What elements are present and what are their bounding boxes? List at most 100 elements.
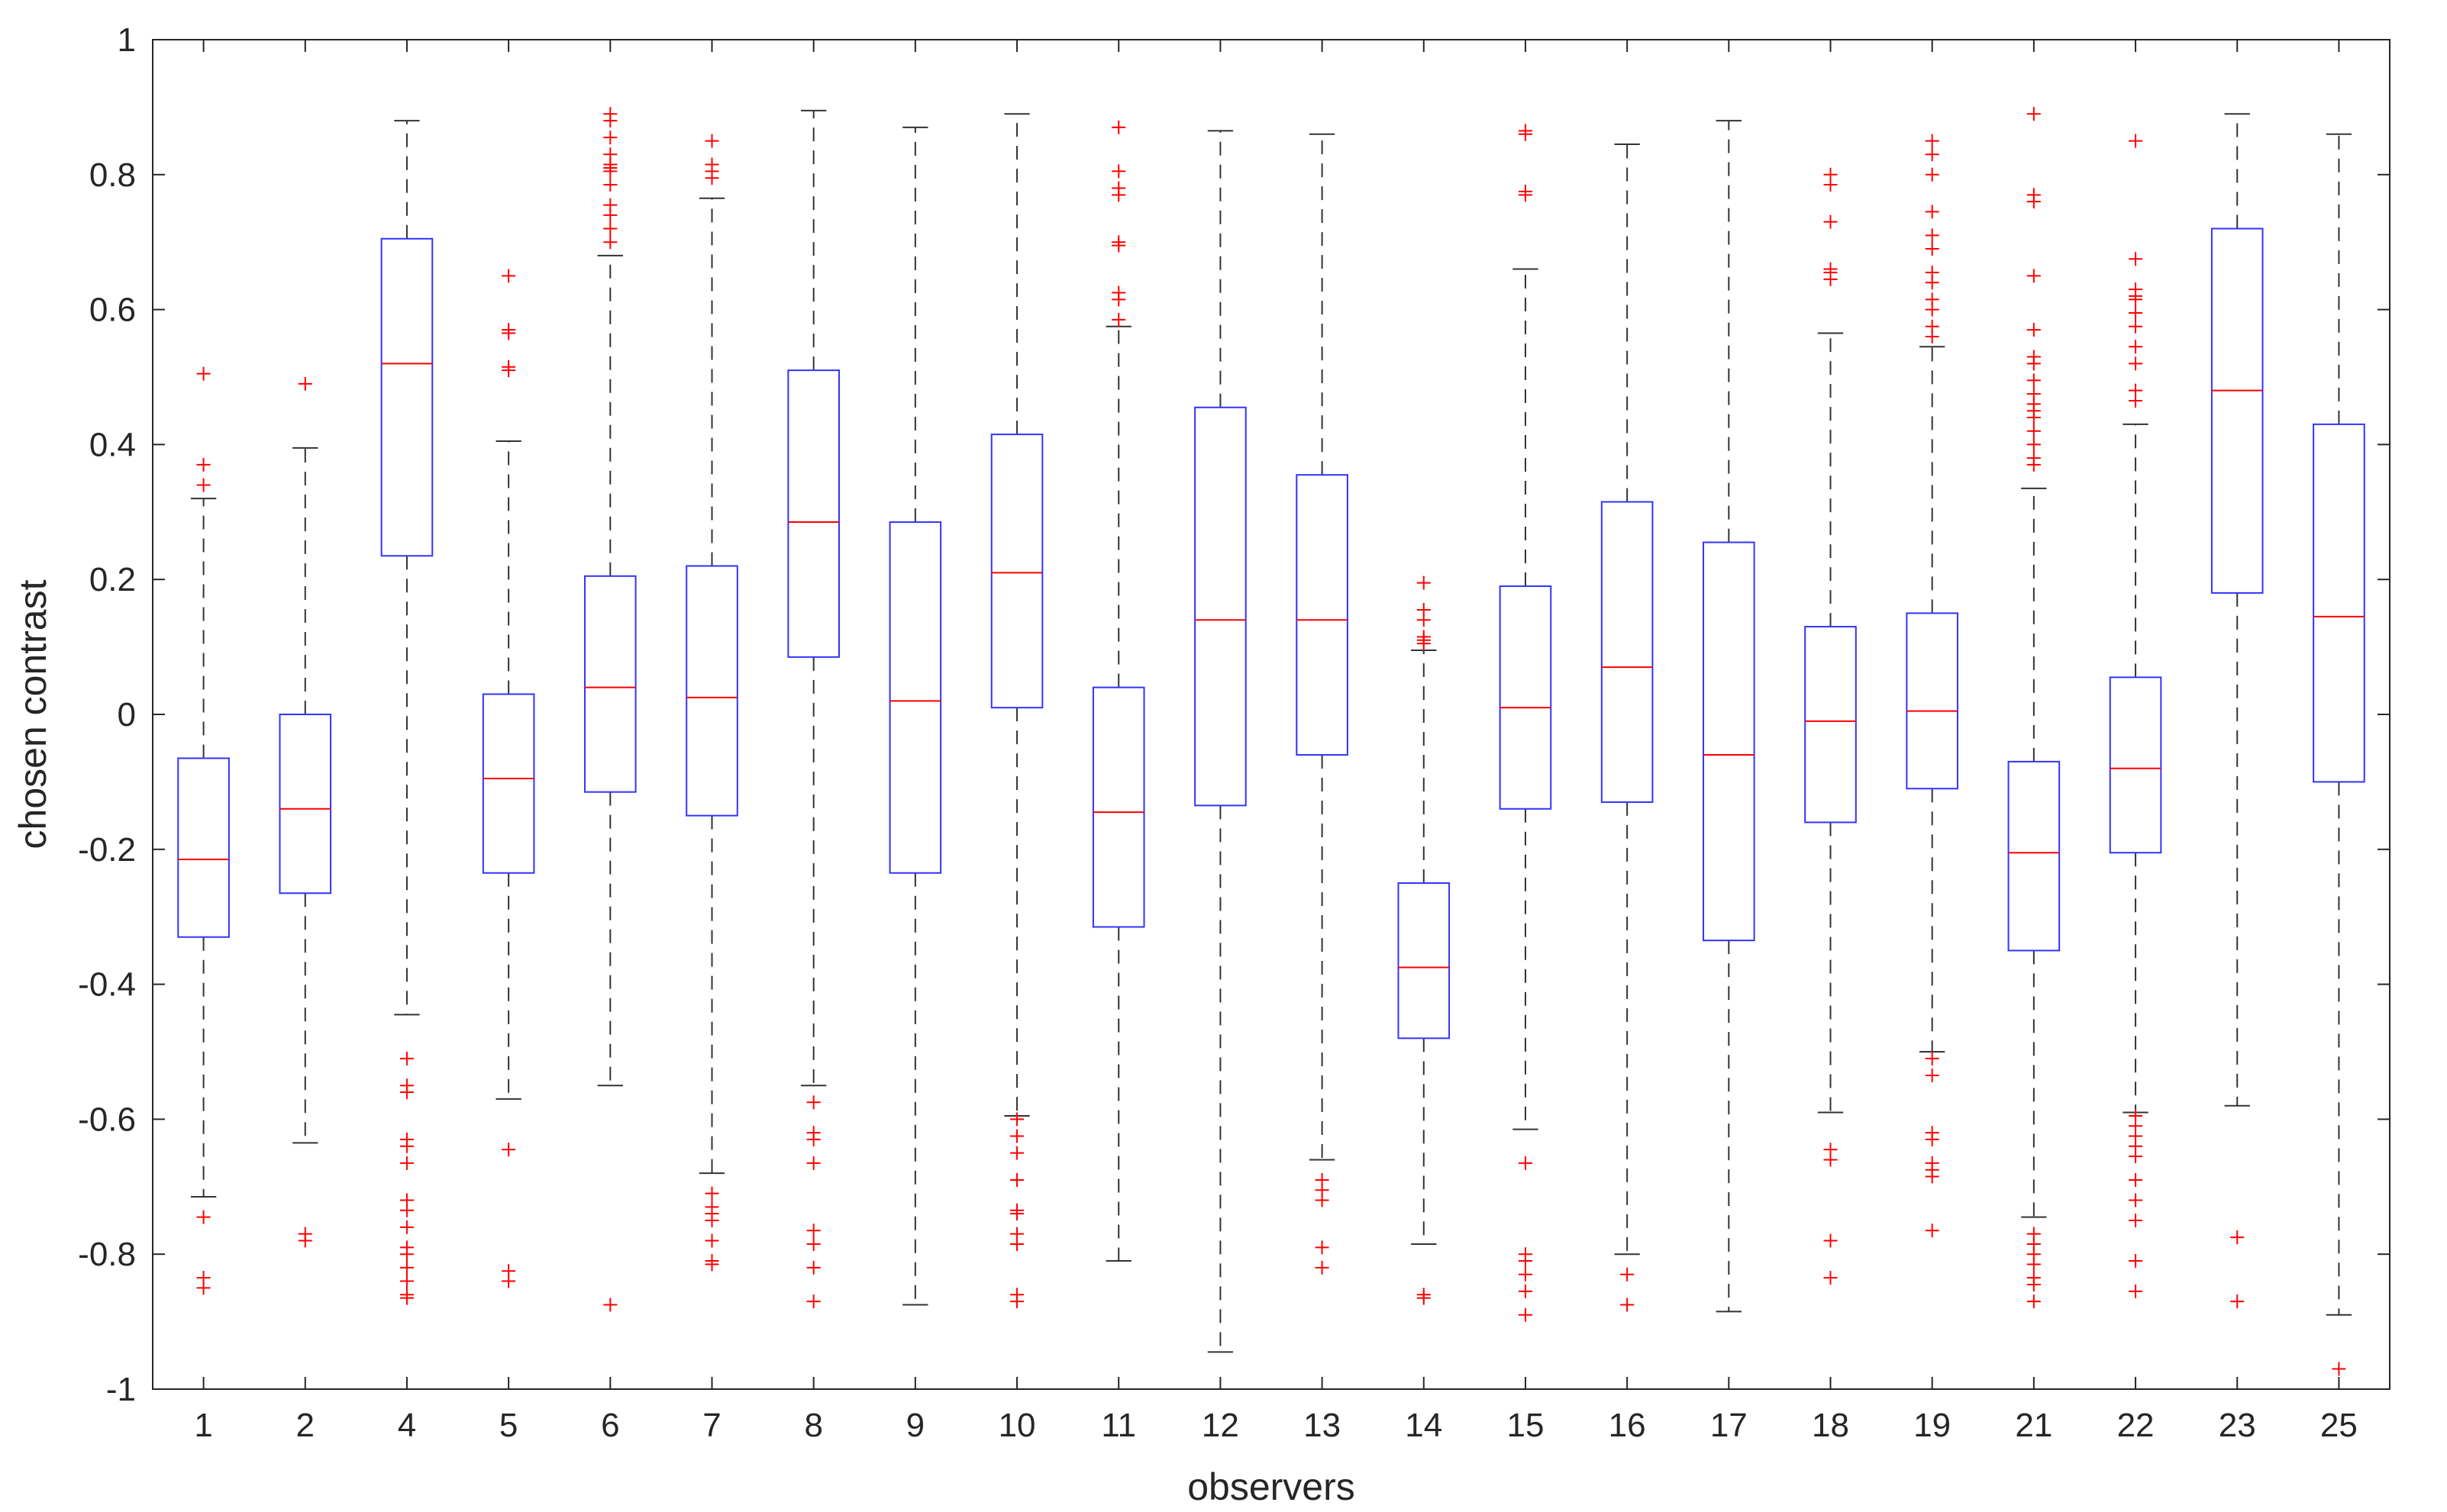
y-tick-label: -1	[106, 1371, 136, 1408]
outlier-marker	[1112, 238, 1126, 253]
outlier-marker	[1010, 1207, 1025, 1221]
outlier-marker	[298, 376, 312, 391]
box-group-observer-23	[2210, 113, 2264, 1309]
outlier-marker	[1925, 302, 1939, 317]
outlier-marker	[705, 1257, 719, 1272]
outlier-marker	[399, 1274, 414, 1288]
outlier-marker	[2026, 1277, 2041, 1291]
x-tick-label: 1	[194, 1407, 212, 1444]
box-iqr	[1600, 501, 1654, 803]
box-iqr	[177, 757, 230, 938]
box-iqr	[1296, 474, 1348, 756]
outlier-marker	[1620, 1298, 1635, 1312]
outlier-marker	[705, 1186, 719, 1201]
box-group-observer-6	[584, 107, 637, 1312]
outlier-marker	[399, 1291, 414, 1305]
outlier-marker	[806, 1236, 821, 1251]
outlier-marker	[1925, 167, 1939, 182]
outlier-marker	[1315, 1260, 1329, 1275]
outlier-marker	[196, 366, 211, 381]
outlier-marker	[2129, 292, 2143, 307]
outlier-marker	[1925, 205, 1939, 219]
y-tick-label: -0.2	[78, 831, 136, 869]
outlier-marker	[1416, 637, 1431, 651]
outlier-marker	[2129, 356, 2143, 371]
outlier-marker	[298, 1233, 312, 1248]
box-iqr	[1194, 406, 1247, 807]
y-tick-label: -0.8	[78, 1236, 136, 1273]
x-tick-label: 6	[601, 1407, 619, 1444]
outlier-marker	[603, 178, 618, 192]
box-iqr	[2313, 423, 2365, 783]
outlier-marker	[399, 1247, 414, 1262]
outlier-marker	[399, 1139, 414, 1153]
outlier-marker	[1620, 1267, 1635, 1281]
outlier-marker	[1925, 329, 1939, 343]
outlier-marker	[1112, 164, 1126, 179]
outlier-marker	[806, 1223, 821, 1238]
outlier-marker	[1925, 147, 1939, 162]
outlier-marker	[705, 171, 719, 185]
box-group-observer-16	[1600, 143, 1654, 1312]
outlier-marker	[2026, 457, 2041, 472]
outlier-marker	[2026, 195, 2041, 209]
outlier-marker	[1925, 242, 1939, 256]
outlier-marker	[1518, 127, 1532, 141]
outlier-marker	[2026, 323, 2041, 337]
outlier-marker	[1112, 312, 1126, 327]
outlier-marker	[2026, 269, 2041, 283]
box-iqr	[2109, 676, 2162, 854]
outlier-marker	[1925, 228, 1939, 243]
box-group-observer-8	[787, 109, 840, 1309]
box-iqr	[380, 237, 434, 557]
outlier-marker	[2129, 319, 2143, 334]
outlier-marker	[806, 1260, 821, 1275]
outlier-marker	[603, 208, 618, 222]
outlier-marker	[806, 1156, 821, 1170]
outlier-marker	[2026, 411, 2041, 425]
outlier-marker	[603, 131, 618, 145]
outlier-marker	[1112, 120, 1126, 134]
box-iqr	[1397, 882, 1451, 1040]
x-tick-label: 17	[1710, 1407, 1748, 1444]
outlier-marker	[1010, 1112, 1025, 1127]
box-group-observer-21	[2007, 107, 2061, 1309]
y-axis-label: chosen contrast	[11, 579, 54, 849]
outlier-marker	[1925, 1068, 1939, 1082]
outlier-marker	[1823, 1271, 1838, 1285]
outlier-marker	[1925, 1051, 1939, 1065]
outlier-marker	[2129, 1284, 2143, 1298]
outlier-marker	[502, 1143, 516, 1157]
outlier-marker	[2026, 1294, 2041, 1309]
outlier-marker	[2129, 1214, 2143, 1227]
outlier-marker	[2026, 373, 2041, 388]
outlier-marker	[2026, 356, 2041, 371]
outlier-marker	[2129, 1254, 2143, 1269]
x-tick-label: 4	[398, 1407, 416, 1444]
outlier-marker	[502, 1274, 516, 1288]
outlier-marker	[2129, 393, 2143, 408]
outlier-marker	[196, 1281, 211, 1295]
box-group-observer-15	[1499, 124, 1552, 1322]
box-group-observer-5	[482, 269, 535, 1288]
outlier-marker	[1518, 1284, 1532, 1298]
box-group-observer-22	[2109, 134, 2162, 1298]
outlier-marker	[2129, 306, 2143, 321]
outlier-marker	[399, 1156, 414, 1170]
box-iqr	[279, 714, 332, 895]
outlier-marker	[399, 1260, 414, 1275]
outlier-marker	[1518, 1254, 1532, 1269]
y-axis-ticks: -1 -0.8 -0.6 -0.4 -0.2 0 0.2 0.4 0.6 0.8 1	[78, 21, 2390, 1408]
box-iqr	[686, 565, 738, 817]
box-group-observer-18	[1804, 167, 1857, 1285]
box-group-observer-9	[889, 126, 942, 1306]
box-iqr	[1092, 686, 1145, 928]
x-tick-label: 14	[1405, 1407, 1442, 1444]
outlier-marker	[2026, 1257, 2041, 1272]
box-iqr	[990, 434, 1044, 709]
x-tick-label: 15	[1506, 1407, 1544, 1444]
outlier-marker	[399, 1085, 414, 1100]
y-tick-label: 1	[118, 21, 136, 59]
box-iqr	[1499, 585, 1552, 810]
